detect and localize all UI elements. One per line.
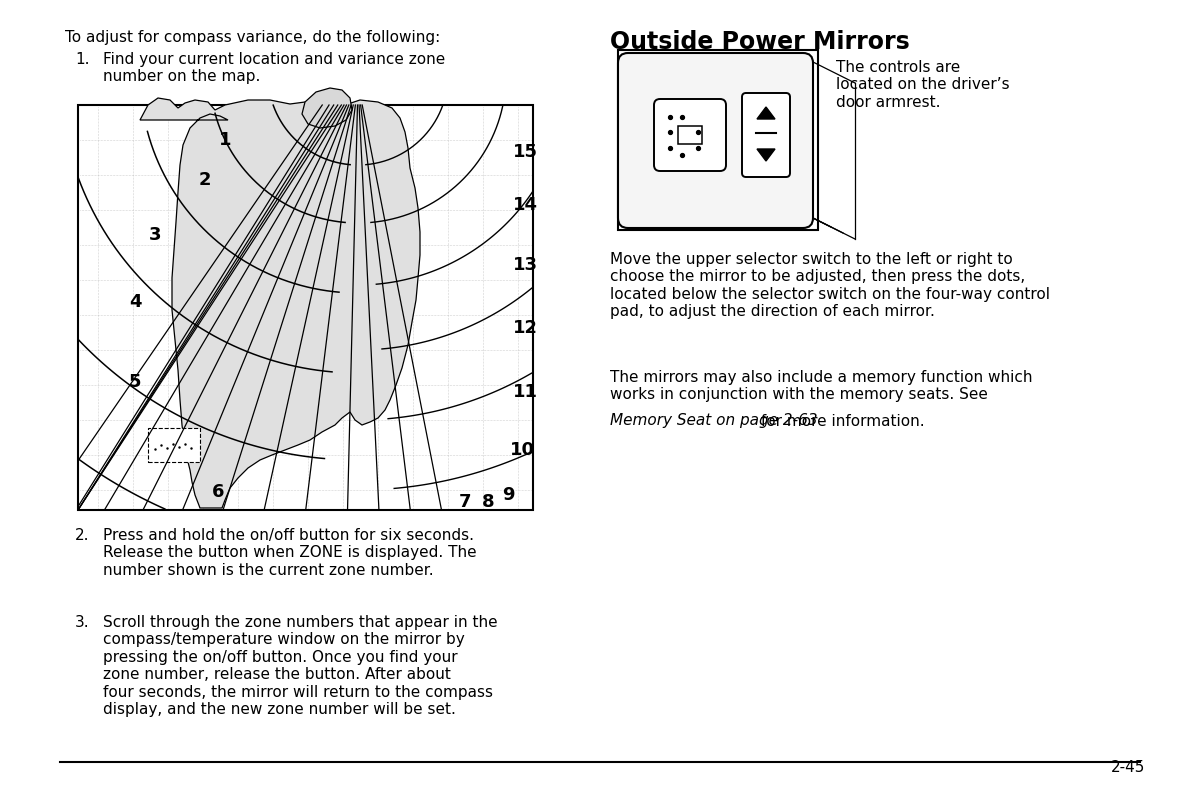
Text: 7: 7 (458, 493, 472, 511)
Text: 12: 12 (512, 319, 538, 337)
Bar (148, 428, 200, 462)
Text: To adjust for compass variance, do the following:: To adjust for compass variance, do the f… (65, 30, 440, 45)
Polygon shape (757, 107, 775, 119)
Text: The controls are
located on the driver’s
door armrest.: The controls are located on the driver’s… (836, 60, 1009, 110)
Text: 10: 10 (510, 441, 534, 459)
Text: 13: 13 (512, 256, 538, 274)
Bar (678, 126, 702, 144)
Text: 4: 4 (128, 293, 142, 311)
Text: 6: 6 (211, 483, 224, 501)
Text: The mirrors may also include a memory function which
works in conjunction with t: The mirrors may also include a memory fu… (610, 370, 1032, 420)
Polygon shape (757, 149, 775, 161)
Text: 1.: 1. (74, 52, 90, 67)
Polygon shape (302, 88, 352, 128)
Text: 14: 14 (512, 196, 538, 214)
Text: 15: 15 (512, 143, 538, 161)
FancyBboxPatch shape (654, 99, 726, 171)
Text: for more information.: for more information. (756, 414, 925, 429)
Text: 2.: 2. (74, 528, 90, 543)
Text: 3: 3 (149, 226, 161, 244)
Text: Press and hold the on/off button for six seconds.
Release the button when ZONE i: Press and hold the on/off button for six… (103, 528, 476, 578)
Text: 1: 1 (218, 131, 232, 149)
Bar (78, 105, 533, 510)
Polygon shape (140, 98, 420, 508)
Text: Memory Seat on page 2-63: Memory Seat on page 2-63 (610, 414, 817, 429)
Text: Scroll through the zone numbers that appear in the
compass/temperature window on: Scroll through the zone numbers that app… (103, 615, 498, 717)
Text: 5: 5 (128, 373, 142, 391)
Text: 3.: 3. (74, 615, 90, 630)
Text: Move the upper selector switch to the left or right to
choose the mirror to be a: Move the upper selector switch to the le… (610, 252, 1050, 319)
Text: 9: 9 (502, 486, 515, 504)
Text: Find your current location and variance zone
number on the map.: Find your current location and variance … (103, 52, 445, 84)
Bar (618, 50, 818, 230)
Text: 11: 11 (512, 383, 538, 401)
FancyBboxPatch shape (742, 93, 790, 177)
Text: 2-45: 2-45 (1111, 760, 1145, 775)
Text: 2: 2 (199, 171, 211, 189)
Text: Outside Power Mirrors: Outside Power Mirrors (610, 30, 910, 54)
FancyBboxPatch shape (618, 53, 814, 228)
Text: 8: 8 (481, 493, 494, 511)
